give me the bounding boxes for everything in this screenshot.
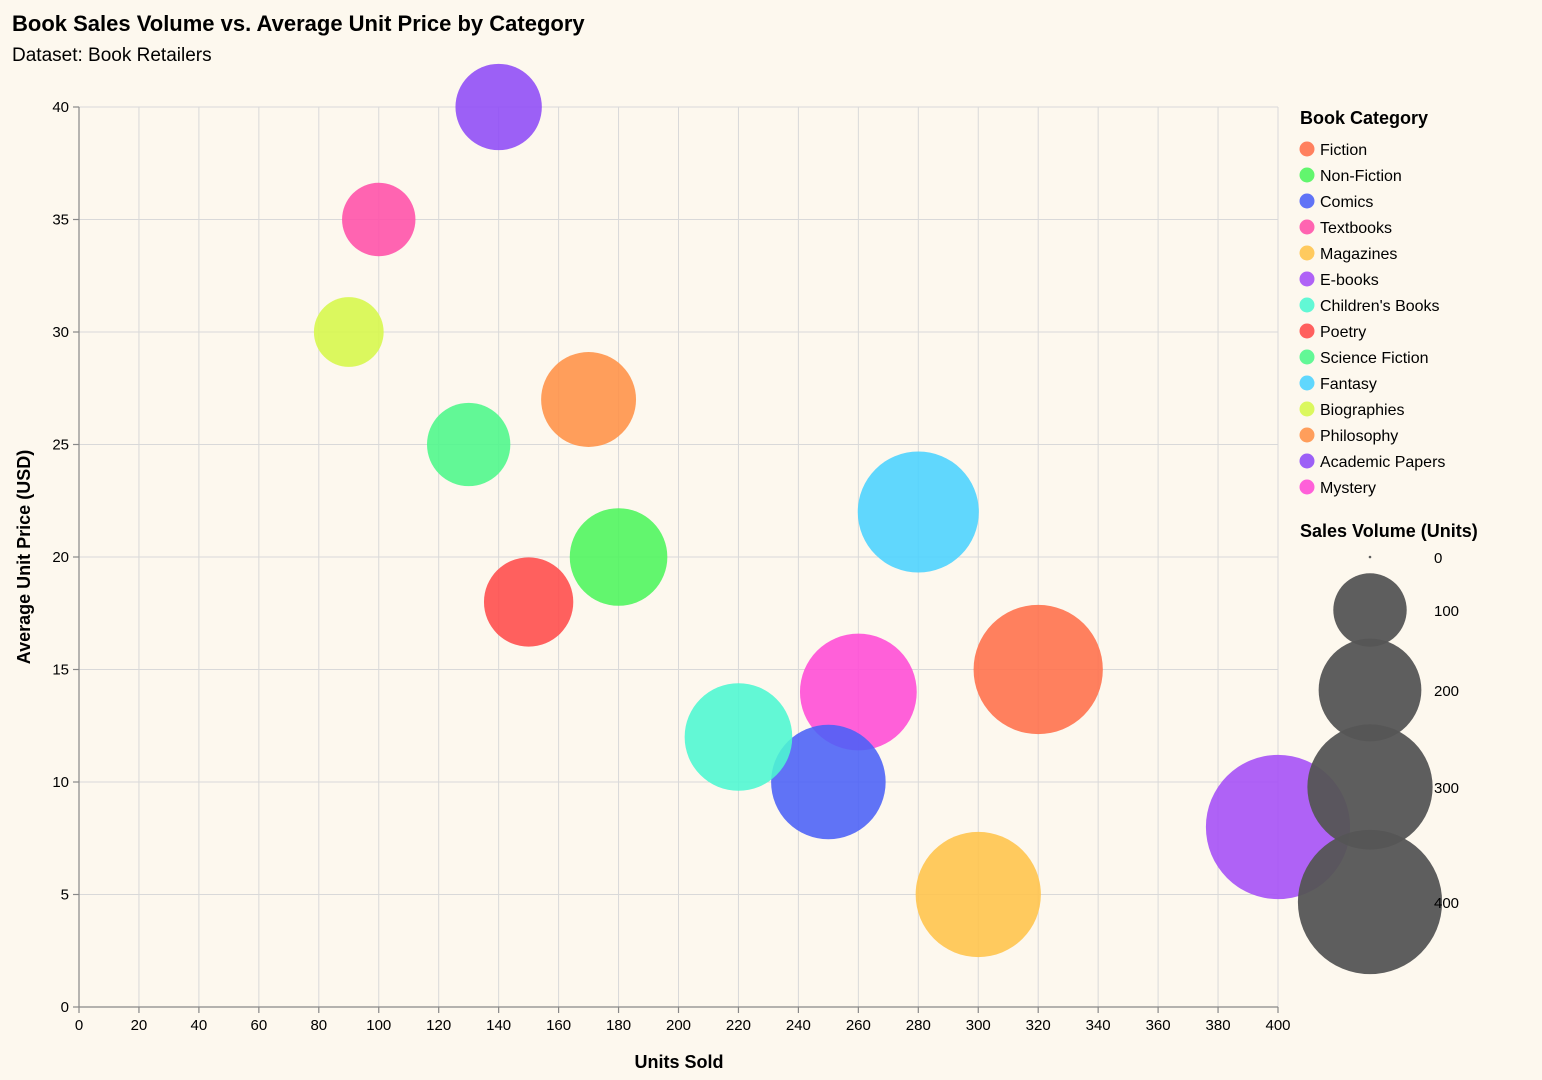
x-tick-label: 380 <box>1206 1017 1231 1034</box>
x-tick-label: 340 <box>1086 1017 1111 1034</box>
bubble-philosophy <box>541 352 637 447</box>
legend-swatch <box>1299 193 1315 209</box>
size-legend-circle <box>1297 829 1443 975</box>
y-tick-label: 5 <box>61 887 69 904</box>
size-legend-title: Sales Volume (Units) <box>1300 521 1478 541</box>
legend-swatch <box>1299 245 1315 261</box>
bubble-children-s-books <box>684 683 793 791</box>
size-legend-label: 200 <box>1434 683 1459 700</box>
axes: 0 20 40 60 80 100 120 140 160 180 200 220 240 260 280 3… <box>52 99 1290 1034</box>
data-points <box>313 63 1351 958</box>
size-legend-label: 300 <box>1434 780 1459 797</box>
legend-swatch <box>1299 323 1315 339</box>
legend-label: Magazines <box>1320 246 1397 263</box>
y-tick-label: 40 <box>52 99 69 116</box>
legend-label: Science Fiction <box>1320 350 1429 367</box>
x-tick-label: 260 <box>846 1017 871 1034</box>
y-tick-label: 15 <box>52 662 69 679</box>
bubble-science-fiction <box>427 402 511 487</box>
bubble-magazines <box>915 831 1041 958</box>
color-legend-title: Book Category <box>1300 108 1428 128</box>
x-tick-label: 40 <box>191 1017 208 1034</box>
legend-swatch <box>1299 479 1315 495</box>
legend-label: Mystery <box>1320 480 1376 497</box>
legend-swatch <box>1299 141 1315 157</box>
size-legend-circle <box>1333 573 1407 647</box>
chart-title: Book Sales Volume vs. Average Unit Price… <box>12 11 585 36</box>
y-axis-title: Average Unit Price (USD) <box>14 450 34 664</box>
x-tick-label: 400 <box>1265 1017 1290 1034</box>
size-legend-label: 400 <box>1434 895 1459 912</box>
legend-label: Fiction <box>1320 142 1367 159</box>
x-tick-label: 320 <box>1026 1017 1051 1034</box>
size-legend-label: 0 <box>1434 550 1442 567</box>
legend: Book Category Sales Volume (Units) Ficti… <box>1297 108 1478 975</box>
x-tick-label: 200 <box>666 1017 691 1034</box>
x-tick-label: 0 <box>75 1017 83 1034</box>
legend-swatch <box>1299 167 1315 183</box>
legend-swatch <box>1299 297 1315 313</box>
y-tick-label: 0 <box>61 999 69 1016</box>
legend-swatch <box>1299 401 1315 417</box>
bubble-poetry <box>483 557 574 647</box>
y-tick-label: 35 <box>52 212 69 229</box>
x-axis-title: Units Sold <box>635 1052 724 1072</box>
chart-subtitle: Dataset: Book Retailers <box>12 45 212 66</box>
y-tick-label: 30 <box>52 324 69 341</box>
size-legend-circle <box>1318 638 1422 742</box>
legend-label: Non-Fiction <box>1320 168 1402 185</box>
bubble-fiction <box>973 604 1103 735</box>
bubble-non-fiction <box>569 508 668 606</box>
x-tick-label: 160 <box>546 1017 571 1034</box>
x-tick-label: 100 <box>366 1017 391 1034</box>
x-tick-label: 240 <box>786 1017 811 1034</box>
legend-swatch <box>1299 427 1315 443</box>
legend-swatch <box>1299 219 1315 235</box>
legend-label: Fantasy <box>1320 376 1377 393</box>
x-tick-label: 20 <box>131 1017 148 1034</box>
bubble-mystery <box>799 633 917 751</box>
y-tick-label: 20 <box>52 549 69 566</box>
x-tick-label: 220 <box>726 1017 751 1034</box>
legend-label: Comics <box>1320 194 1373 211</box>
size-legend-circle <box>1368 555 1372 559</box>
x-tick-label: 140 <box>486 1017 511 1034</box>
legend-swatch <box>1299 349 1315 365</box>
x-tick-label: 280 <box>906 1017 931 1034</box>
legend-swatch <box>1299 271 1315 287</box>
size-legend-label: 100 <box>1434 603 1459 620</box>
legend-label: Philosophy <box>1320 428 1398 445</box>
legend-swatch <box>1299 375 1315 391</box>
x-tick-label: 180 <box>606 1017 631 1034</box>
bubble-comics <box>771 724 886 840</box>
legend-label: Poetry <box>1320 324 1366 341</box>
legend-label: Textbooks <box>1320 220 1392 237</box>
legend-label: E-books <box>1320 272 1379 289</box>
bubble-biographies <box>313 297 384 367</box>
legend-label: Biographies <box>1320 402 1405 419</box>
legend-label: Children's Books <box>1320 298 1440 315</box>
x-tick-label: 80 <box>310 1017 327 1034</box>
grid <box>78 106 1279 1008</box>
legend-label: Academic Papers <box>1320 454 1445 471</box>
y-tick-label: 10 <box>52 774 69 791</box>
x-tick-label: 120 <box>426 1017 451 1034</box>
legend-swatch <box>1299 453 1315 469</box>
x-tick-label: 360 <box>1146 1017 1171 1034</box>
bubble-academic-papers <box>455 63 542 151</box>
bubble-fantasy <box>857 451 979 573</box>
bubble-textbooks <box>342 182 416 257</box>
y-tick-label: 25 <box>52 437 69 454</box>
size-legend-circle <box>1307 724 1433 850</box>
x-tick-label: 60 <box>251 1017 268 1034</box>
x-tick-label: 300 <box>966 1017 991 1034</box>
